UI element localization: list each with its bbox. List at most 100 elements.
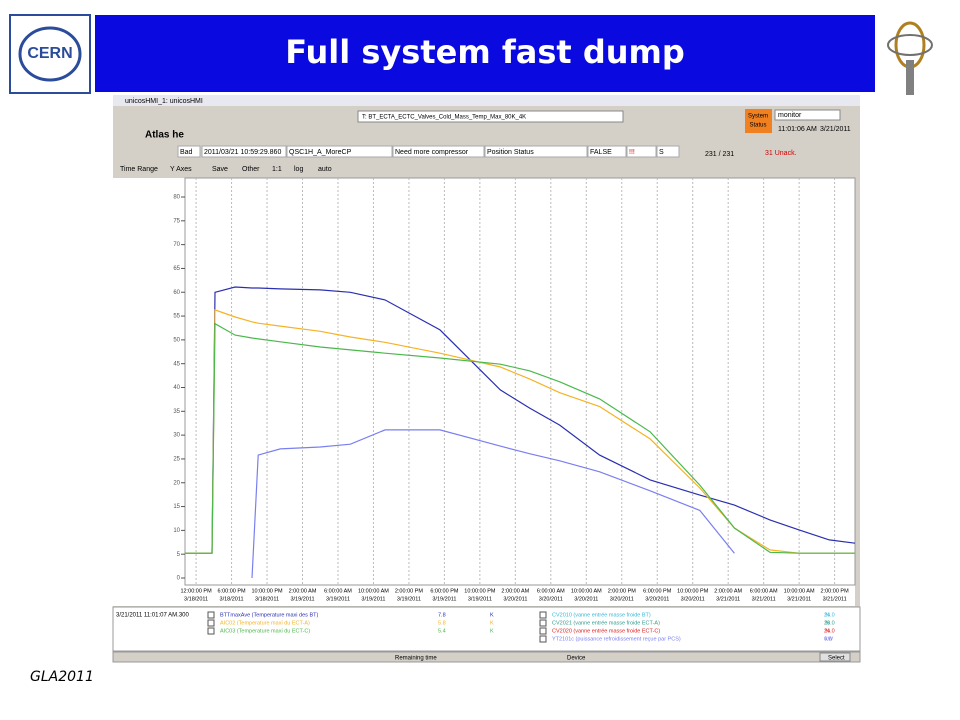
x-tick-label: 10:00:00 AM xyxy=(784,588,815,594)
alarm-text: 2011/03/21 10:59:29.860 xyxy=(204,149,281,156)
unack: 31 Unack. xyxy=(765,150,797,157)
legend-value: 5.4 xyxy=(438,628,446,634)
legend-unit: % xyxy=(825,628,830,634)
x-tick-label: 3/21/2011 xyxy=(823,596,847,602)
legend-name: AIC03 (Temperature maxi du ECT-C) xyxy=(220,628,310,634)
x-tick-label: 3/20/2011 xyxy=(681,596,705,602)
y-tick-label: 25 xyxy=(173,457,180,463)
alarm-cell xyxy=(286,145,393,158)
alarm-cell xyxy=(392,145,485,158)
y-tick-label: 40 xyxy=(173,385,180,391)
x-tick-label: 3/20/2011 xyxy=(610,596,634,602)
series-line xyxy=(185,309,855,554)
footer: GLA2011 xyxy=(30,669,94,685)
legend-checkbox[interactable] xyxy=(539,611,547,619)
cern-text: CERN xyxy=(27,45,72,62)
y-tick-label: 65 xyxy=(173,266,180,272)
x-tick-label: 3/21/2011 xyxy=(752,596,776,602)
x-tick-label: 10:00:00 PM xyxy=(677,588,709,594)
x-tick-label: 10:00:00 AM xyxy=(571,588,602,594)
remaining: Remaining time xyxy=(395,656,437,662)
x-tick-label: 3/18/2011 xyxy=(184,596,208,602)
x-tick-label: 3/19/2011 xyxy=(432,596,456,602)
toolbar-item[interactable]: Save xyxy=(212,166,228,173)
x-tick-label: 3/19/2011 xyxy=(397,596,421,602)
legend-unit: K xyxy=(490,612,494,618)
x-tick-label: 2:00:00 AM xyxy=(714,588,742,594)
y-tick-label: 75 xyxy=(173,218,180,224)
toolbar-item[interactable]: log xyxy=(294,166,303,173)
timestamp: 3/21/2011 11:01:07 AM.300 xyxy=(116,613,190,619)
x-tick-label: 3/20/2011 xyxy=(503,596,527,602)
x-tick-label: 10:00:00 AM xyxy=(358,588,389,594)
legend-name: CV2010 (vanne entrée masse froide BT) xyxy=(552,612,651,618)
series-line xyxy=(251,429,735,579)
clock-date: 3/21/2011 xyxy=(820,126,851,133)
alarm-cell xyxy=(484,145,588,158)
legend-name: YT2101c (puissance refroidissement reçue… xyxy=(552,636,681,642)
x-tick-label: 2:00:00 AM xyxy=(501,588,529,594)
x-tick-label: 2:00:00 PM xyxy=(608,588,637,594)
legend-value: 24.0 xyxy=(824,612,835,618)
toolbar-item[interactable]: Y Axes xyxy=(170,166,192,173)
toolbar-item[interactable]: Other xyxy=(242,166,260,173)
legend-checkbox[interactable] xyxy=(207,611,215,619)
y-tick-label: 50 xyxy=(173,337,180,343)
x-tick-label: 2:00:00 AM xyxy=(289,588,317,594)
y-tick-label: 55 xyxy=(173,314,180,320)
system-status-button[interactable] xyxy=(745,109,772,133)
legend-name: CV2021 (vanne entrée masse froide ECT-A) xyxy=(552,620,660,626)
y-tick-label: 0 xyxy=(177,576,181,582)
legend-value: 7.8 xyxy=(438,612,446,618)
legend-value: 5.8 xyxy=(438,620,446,626)
legend-unit: % xyxy=(825,620,830,626)
trend-field[interactable] xyxy=(357,110,624,123)
x-tick-label: 3/19/2011 xyxy=(290,596,314,602)
y-tick-label: 60 xyxy=(173,290,180,296)
select-button[interactable] xyxy=(819,652,851,662)
x-tick-label: 3/21/2011 xyxy=(787,596,811,602)
x-tick-label: 6:00:00 AM xyxy=(537,588,565,594)
alarm-text: S xyxy=(659,149,664,156)
legend-table xyxy=(112,606,861,652)
trend-name: T: BT_ECTA_ECTC_Valves_Cold_Mass_Temp_Ma… xyxy=(362,115,526,121)
x-tick-label: 3/19/2011 xyxy=(468,596,492,602)
user-field[interactable] xyxy=(774,109,841,121)
legend-unit: K xyxy=(490,628,494,634)
x-tick-label: 12:00:00 PM xyxy=(180,588,212,594)
panel-name: Atlas he xyxy=(145,130,184,141)
toolbar-item[interactable]: 1:1 xyxy=(272,166,282,173)
legend-name: BTTmaxAve (Temperature maxi des BT) xyxy=(220,612,318,618)
alarm-text: FALSE xyxy=(590,149,612,156)
legend-checkbox[interactable] xyxy=(539,619,547,627)
toolbar-item[interactable]: auto xyxy=(318,166,332,173)
legend-value: 24.0 xyxy=(824,628,835,634)
y-tick-label: 80 xyxy=(173,195,180,201)
legend-name: AIC02 (Temperature maxi du ECT-A) xyxy=(220,620,310,626)
x-tick-label: 6:00:00 PM xyxy=(643,588,672,594)
legend-checkbox[interactable] xyxy=(539,635,547,643)
alarm-cell xyxy=(177,145,201,158)
legend-checkbox[interactable] xyxy=(207,619,215,627)
legend-checkbox[interactable] xyxy=(207,627,215,635)
x-tick-label: 6:00:00 AM xyxy=(750,588,778,594)
alarm-cell xyxy=(587,145,627,158)
cern-ring xyxy=(18,26,82,82)
toolbar-item[interactable]: Time Range xyxy=(120,166,158,173)
legend-unit: kW xyxy=(825,636,834,642)
alarm-cell xyxy=(201,145,287,158)
y-tick-label: 15 xyxy=(173,504,180,510)
x-tick-label: 2:00:00 PM xyxy=(821,588,850,594)
user: monitor xyxy=(778,112,802,119)
y-tick-label: 5 xyxy=(177,552,181,558)
y-tick-label: 30 xyxy=(173,433,180,439)
legend-checkbox[interactable] xyxy=(539,627,547,635)
legend-name: CV2020 (vanne entrée masse froide ECT-C) xyxy=(552,628,660,634)
status-label: System xyxy=(748,114,768,120)
alarm-cell xyxy=(656,145,680,158)
x-tick-label: 6:00:00 PM xyxy=(430,588,459,594)
x-tick-label: 2:00:00 PM xyxy=(395,588,424,594)
device: Device xyxy=(567,656,586,662)
alarm-text: QSC1H_A_MoreCP xyxy=(289,149,352,156)
